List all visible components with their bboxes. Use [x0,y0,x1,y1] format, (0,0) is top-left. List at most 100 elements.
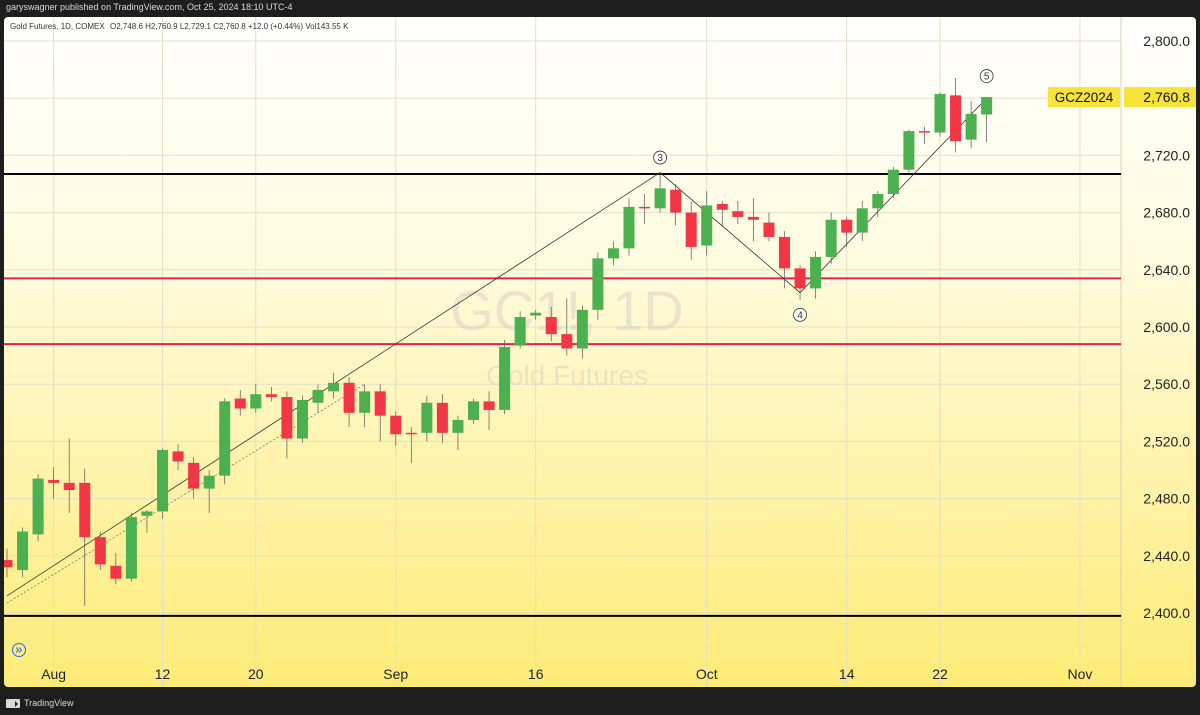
candle [950,78,962,153]
publisher-line: garyswagner published on TradingView.com… [6,2,293,12]
candle [794,265,806,300]
candle [48,467,60,499]
candle-body [281,397,293,439]
candle [172,444,184,470]
wave-label-circle [979,69,994,83]
candle [296,395,308,443]
candle [623,198,635,256]
candle-body [623,206,635,249]
price-chart[interactable]: GC1!, 1D Gold Futures 345 2,400.02,440.0… [4,17,1196,687]
candle-body [499,347,511,410]
candle [981,96,993,143]
candle-body [716,204,728,210]
candle [856,201,868,242]
candle-body [918,131,930,133]
candle-body [950,95,962,142]
y-tick-label: 2,800.0 [1143,33,1190,49]
candle [188,457,200,499]
y-tick-label: 2,440.0 [1143,548,1190,564]
candle [157,448,168,519]
y-tick-label: 2,480.0 [1143,491,1190,507]
y-tick-label: 2,680.0 [1143,205,1190,221]
candle [32,474,44,542]
candle [747,198,759,242]
candle-body [48,480,60,483]
candle [265,387,277,402]
candle-body [545,316,557,335]
price-label-bg [1124,87,1196,108]
candle [499,339,511,415]
candle-body [514,316,526,346]
candle-body [219,401,231,476]
candle [452,415,464,450]
candle [903,129,915,174]
candle-body [265,394,277,398]
candle [421,395,433,442]
candle [654,172,666,213]
candle [592,252,604,320]
candle-body [17,531,29,571]
candle-body [343,382,355,413]
wave-label-text: 3 [657,153,663,164]
candle [545,306,557,342]
candle [405,427,417,463]
candle [79,468,91,606]
candle-body [639,206,651,209]
wave-label-circle [653,150,667,165]
candle-body [965,113,977,140]
candle [17,527,29,578]
tradingview-logo-icon [6,698,20,708]
candle [701,191,713,256]
goto-realtime-icon[interactable] [12,643,26,657]
candle-body [234,398,246,409]
candle [468,398,479,425]
x-tick-label: Oct [696,666,718,682]
candle [514,311,526,349]
candle-body [188,462,200,489]
candle-body [981,97,993,115]
wave-label: 5 [979,69,994,83]
candle-body [654,188,666,209]
candle [312,384,324,413]
candle [639,194,651,225]
y-tick-label: 2,640.0 [1143,262,1190,278]
candle [561,298,573,356]
candle-body [841,219,853,233]
x-tick-label: 20 [248,666,264,682]
symbol-label: GCZ2024 [1055,90,1114,105]
wave-label-circle [793,307,807,322]
x-tick-label: 12 [155,666,171,682]
candle [810,251,822,299]
candle [141,510,153,533]
candle [825,212,837,265]
candle [4,548,13,578]
candle [94,531,106,571]
candle [63,438,75,513]
candle-body [701,205,713,246]
candle [576,305,588,359]
candle-body [576,309,588,349]
candle-body [4,560,13,568]
candle-body [592,258,604,310]
candle [374,384,386,442]
candle-body [157,449,168,512]
candle-body [468,401,479,420]
candle-body [452,419,464,433]
symbol-label-bg [1048,87,1120,108]
candle-body [856,208,868,233]
candle [359,384,371,428]
candle-body [794,268,806,289]
candle-body [125,517,137,579]
candle-body [359,391,371,413]
candles[interactable] [4,78,993,606]
candle-body [312,389,324,403]
candle-body [934,93,946,133]
y-tick-label: 2,560.0 [1143,376,1190,392]
candle [203,470,215,513]
wave-label: 3 [653,150,667,165]
time-axis[interactable]: Aug 12 20 Sep 16 Oct 14 22 Nov [41,666,1092,682]
candle-body [561,334,573,349]
candle-body [872,194,884,209]
